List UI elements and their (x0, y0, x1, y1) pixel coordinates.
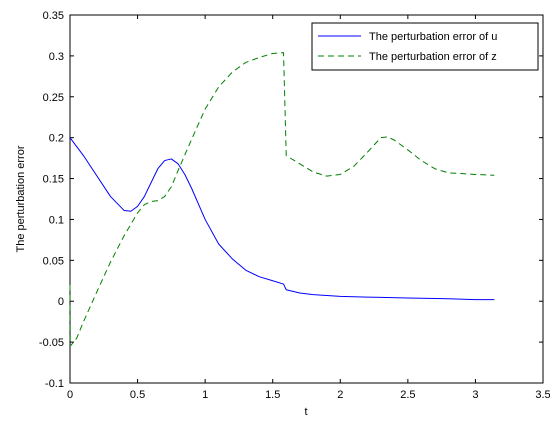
series-layer (69, 52, 495, 347)
plot-area (69, 14, 544, 384)
x-tick-label: 1.5 (265, 389, 280, 401)
x-tick-label: 2.5 (400, 389, 415, 401)
x-tick-label: 3 (472, 389, 478, 401)
legend: The perturbation error of u The perturba… (311, 22, 539, 71)
x-axis-label: t (304, 406, 307, 418)
y-axis-ticks: -0.1 -0.05 0 0.05 0.1 0.15 0.2 0.25 0.3 0.35 (39, 10, 543, 390)
y-tick-label: -0.1 (45, 378, 64, 390)
y-tick-label: 0 (58, 296, 64, 308)
x-tick-label: 1 (202, 389, 208, 401)
y-tick-label: 0.15 (43, 174, 64, 186)
y-tick-label: 0.35 (43, 10, 64, 22)
legend-label-u: The perturbation error of u (369, 31, 497, 43)
x-tick-label: 0 (67, 389, 73, 401)
x-tick-label: 2 (337, 389, 343, 401)
y-tick-label: 0.2 (49, 133, 64, 145)
y-tick-label: 0.3 (49, 51, 64, 63)
y-tick-label: 0.05 (43, 255, 64, 267)
y-tick-label: -0.05 (39, 337, 64, 349)
legend-box (311, 22, 539, 71)
series-line-z (69, 52, 495, 347)
y-axis-label: The perturbation error (15, 145, 27, 252)
legend-label-z: The perturbation error of z (369, 51, 497, 63)
y-tick-label: 0.25 (43, 92, 64, 104)
x-tick-label: 3.5 (535, 389, 550, 401)
y-tick-label: 0.1 (49, 214, 64, 226)
x-axis-ticks: 0 0.5 1 1.5 2 2.5 3 3.5 (67, 15, 550, 401)
series-line-u (69, 137, 495, 301)
x-tick-label: 0.5 (130, 389, 145, 401)
